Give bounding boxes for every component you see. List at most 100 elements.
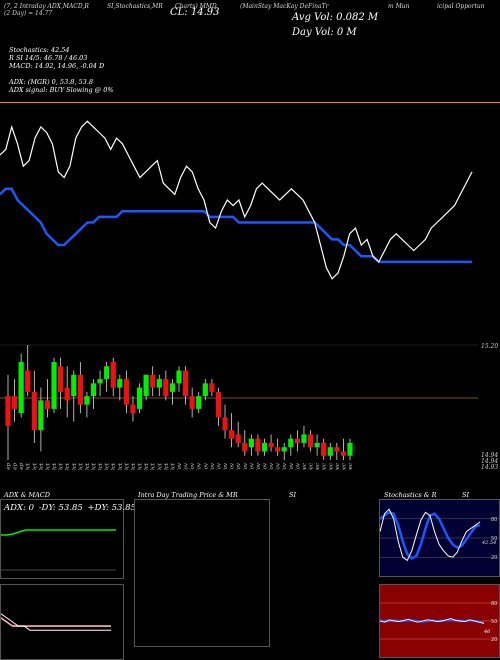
candle-up [104, 366, 110, 380]
rsi-tick-label: 50 [491, 619, 497, 625]
date-tick-label: 14 Oct [85, 462, 91, 470]
info-adx: ADX: (MGR) 0, 53.8, 53.8 [9, 78, 94, 86]
date-tick-label: 04 Dec [322, 463, 328, 470]
date-tick-label: 10 Oct [72, 462, 78, 470]
header-title-part-2: SI,Stochastics,MR [107, 3, 163, 10]
date-tick-label: 26 Nov [289, 462, 295, 470]
candle-down [123, 379, 129, 405]
candle-down [64, 387, 70, 401]
date-tick-label: 22 Oct [124, 462, 130, 470]
candle-up [301, 434, 307, 443]
date-tick-label: 23 Oct [131, 462, 137, 470]
candle-down [340, 451, 347, 456]
header-title-part-6: icipal Opportun [437, 3, 485, 10]
date-tick-label: 19 Nov [256, 462, 262, 470]
candle-down [182, 370, 189, 397]
candle-up [314, 442, 320, 448]
candle-up [117, 379, 123, 388]
price-2day: (2 Day) = 14.77 [4, 10, 53, 17]
price-label-bottom-a: 14.94 [481, 452, 499, 459]
header-title-part-1: (7, 2 Intraday ADX,MACD,R [4, 3, 89, 10]
date-tick-label: 10 Dec [348, 463, 354, 470]
macd-line [1, 613, 111, 631]
stochastics-title: Stochastics & R [384, 491, 437, 499]
adx-macd-title: ADX & MACD [4, 491, 50, 499]
adx-minus-dy-line [1, 529, 116, 536]
candle-down [130, 404, 136, 414]
date-tick-label: 17 Nov [243, 462, 249, 470]
candle-up [202, 383, 208, 397]
price-line [0, 120, 473, 280]
date-tick-label: 31 Oct [170, 462, 176, 470]
candle-up [248, 438, 254, 448]
candle-up [84, 396, 90, 405]
date-tick-label: 26 Sep [6, 463, 12, 470]
date-tick-label: 02 Dec [309, 463, 315, 470]
moving-average-line [0, 187, 472, 264]
candle-up [90, 383, 97, 397]
candle-up [176, 370, 182, 384]
intraday-panel [134, 499, 270, 647]
date-tick-label: 07 Oct [52, 462, 58, 470]
day-volume: Day Vol: 0 M [292, 27, 357, 38]
date-tick-label: 06 Oct [45, 462, 51, 470]
date-tick-label: 30 Oct [164, 462, 170, 470]
candle-down [58, 366, 64, 392]
candle-down [321, 442, 327, 456]
stoch-tick-label: 50 [491, 536, 497, 542]
rsi-tick-label: 20 [491, 637, 497, 643]
candle-down [77, 374, 83, 405]
date-tick-label: 30 Sep [19, 463, 25, 470]
date-tick-label: 04 Nov [184, 462, 190, 470]
date-tick-label: 15 Oct [92, 462, 98, 470]
info-adx-signal: ADX signal: BUY Slowing @ 0% [9, 86, 114, 94]
candle-up [143, 374, 149, 397]
stoch-k-line [380, 508, 481, 562]
main-price-chart: 26 Sep29 Sep30 Sep01 Oct02 Oct03 Oct06 O… [0, 120, 478, 470]
candle-down [150, 374, 156, 388]
date-tick-label: 11 Nov [216, 462, 222, 470]
adx-chart [1, 529, 116, 571]
candle-up [51, 362, 57, 409]
candle-down [25, 370, 31, 392]
close-price: CL: 14.93 [170, 7, 220, 18]
candle-up [71, 374, 77, 397]
date-tick-label: 13 Nov [230, 462, 236, 470]
date-tick-label: 10 Nov [210, 462, 216, 470]
candle-down [275, 447, 281, 452]
si-right-title: SI [462, 491, 470, 499]
candle-down [229, 430, 235, 439]
date-tick-label: 03 Oct [39, 462, 45, 470]
header-title-part-3: Charts) MMD [175, 3, 217, 10]
date-tick-label: 20 Nov [263, 462, 269, 470]
date-tick-label: 21 Oct [118, 462, 124, 470]
date-tick-label: 18 Nov [249, 462, 255, 470]
candle-down [44, 400, 51, 409]
candle-up [347, 442, 353, 456]
candle-up [38, 400, 44, 431]
candle-down [222, 417, 228, 431]
date-tick-label: 05 Dec [328, 463, 334, 470]
stoch-tick-label: 80 [491, 517, 497, 523]
date-tick-label: 08 Dec [335, 463, 341, 470]
candle-up [156, 379, 162, 388]
date-tick-label: 03 Nov [177, 462, 183, 470]
intraday-title: Intra Day Trading Price & MR [138, 491, 238, 499]
indicator-info: Stochastics: 42.54 R SI 14/5: 46.78 / 46… [9, 46, 114, 94]
candle-up [18, 362, 24, 414]
candle-down [294, 438, 300, 443]
candle-down [307, 434, 314, 448]
header-title-part-4: (MainStay MacKay DeFinaTr [240, 3, 329, 10]
candle-down [255, 438, 261, 452]
date-tick-label: 16 Oct [98, 462, 104, 470]
date-tick-label: 20 Oct [111, 462, 117, 470]
macd-panel [0, 584, 124, 660]
info-macd: MACD: 14.92, 14.96, -0.04 D [9, 62, 105, 70]
date-tick-label: 24 Oct [138, 462, 144, 470]
info-stochastics: Stochastics: 42.54 [9, 46, 70, 54]
candle-down [242, 442, 248, 452]
adx-legend-plus-dy: +DY: 53.85 [87, 503, 136, 513]
candle-up [97, 379, 103, 384]
candle-up [261, 442, 268, 452]
